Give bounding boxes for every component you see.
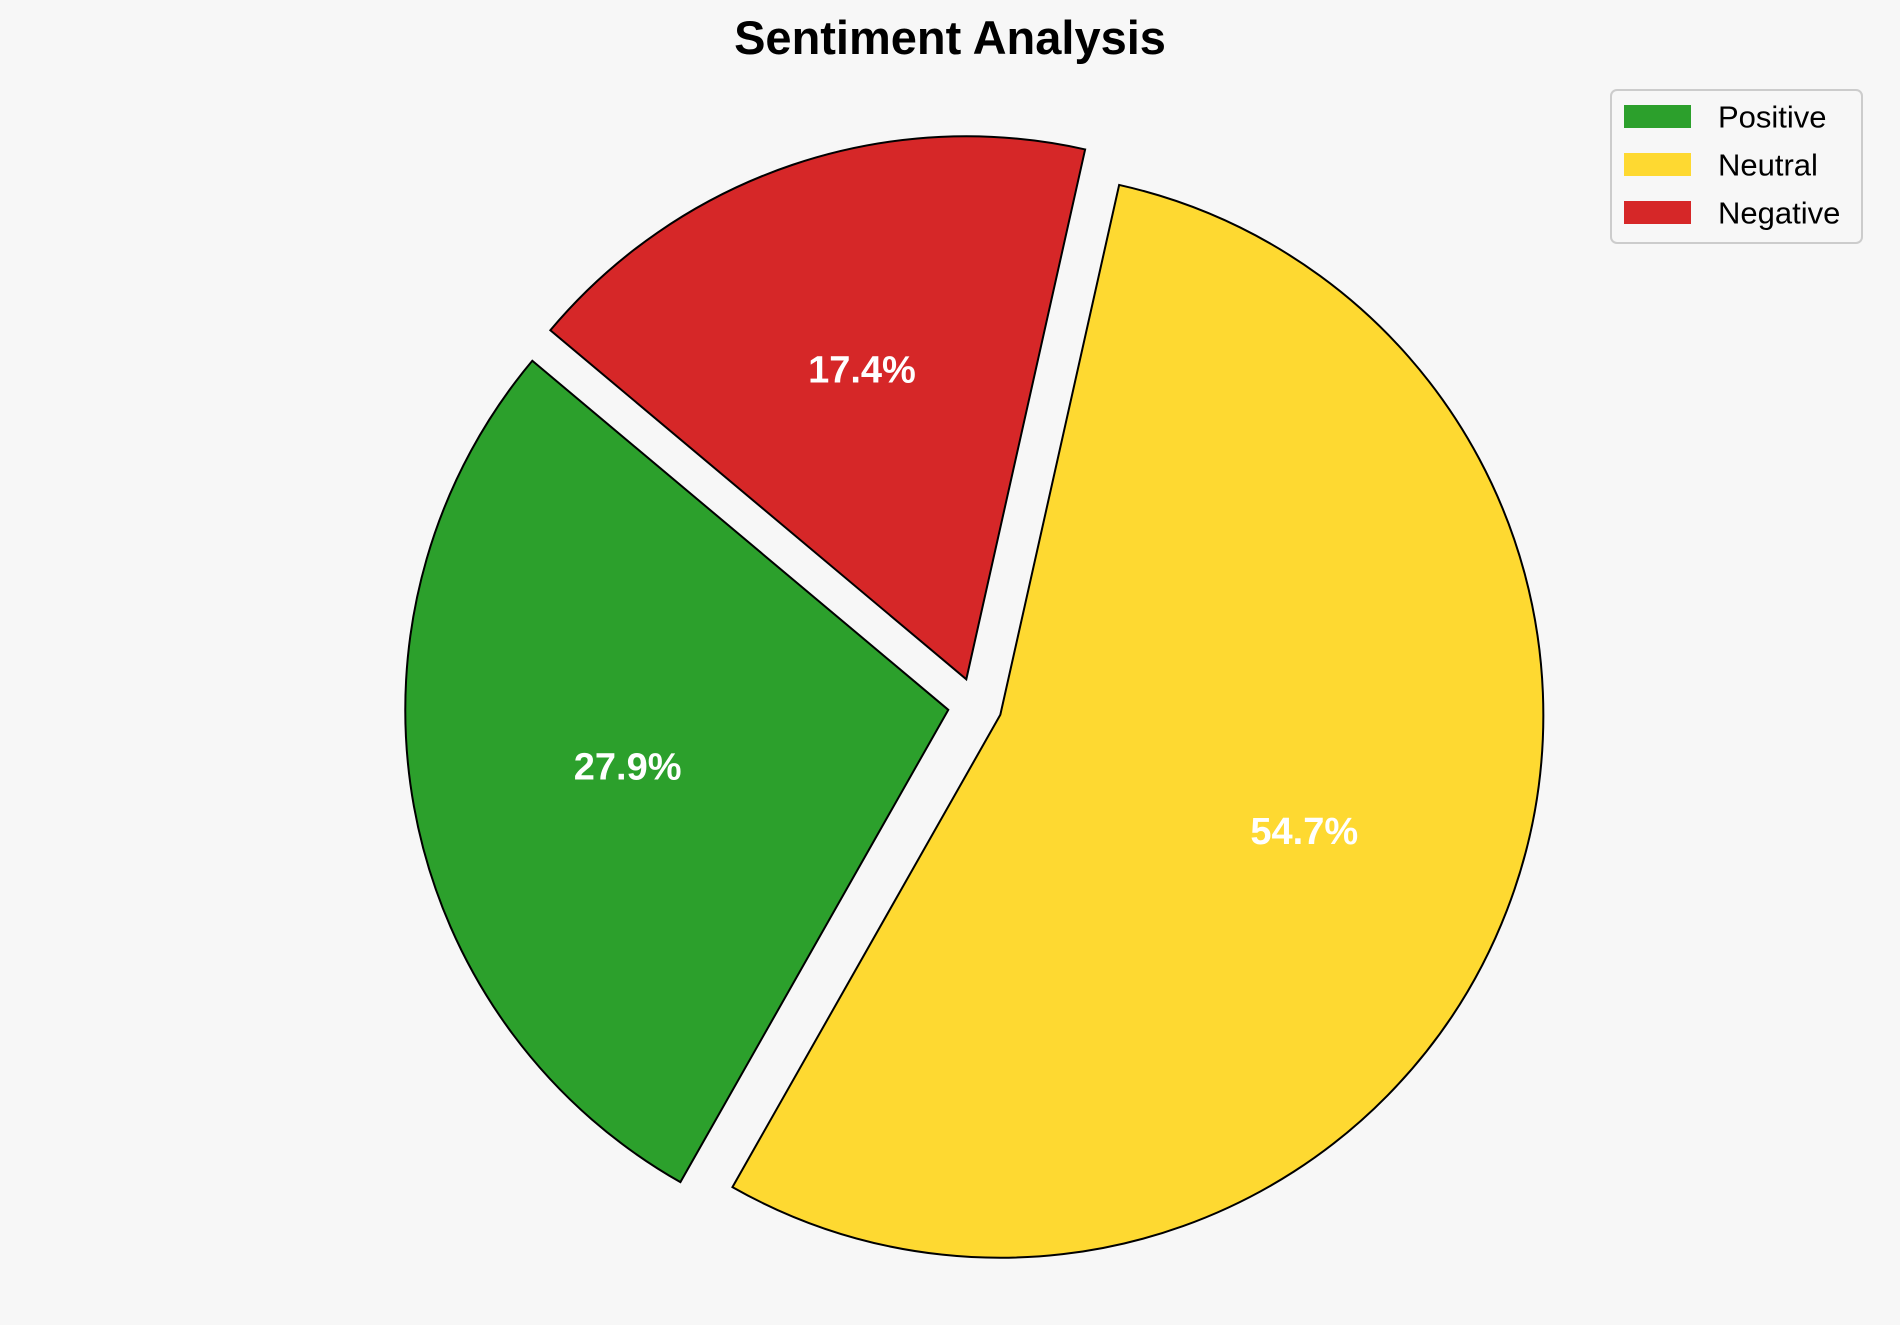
pie-slice-negative — [548, 135, 1087, 682]
pie-slices — [404, 135, 1545, 1259]
legend-swatch-negative — [1624, 201, 1691, 224]
legend-label-positive: Positive — [1718, 100, 1827, 135]
slice-label-negative: 17.4% — [808, 350, 916, 392]
pie-slice-positive — [404, 359, 950, 1184]
legend-swatch-neutral — [1624, 153, 1691, 176]
pie-slice-labels: 27.9% 54.7% 17.4% — [574, 350, 1358, 853]
chart-title: Sentiment Analysis — [734, 11, 1166, 64]
legend-label-neutral: Neutral — [1718, 148, 1818, 183]
slice-label-neutral: 54.7% — [1250, 811, 1358, 853]
legend-label-negative: Negative — [1718, 196, 1840, 231]
pie-slice-neutral — [731, 183, 1545, 1259]
legend-swatch-positive — [1624, 105, 1691, 128]
legend: Positive Neutral Negative — [1610, 89, 1863, 244]
slice-label-positive: 27.9% — [574, 747, 682, 789]
